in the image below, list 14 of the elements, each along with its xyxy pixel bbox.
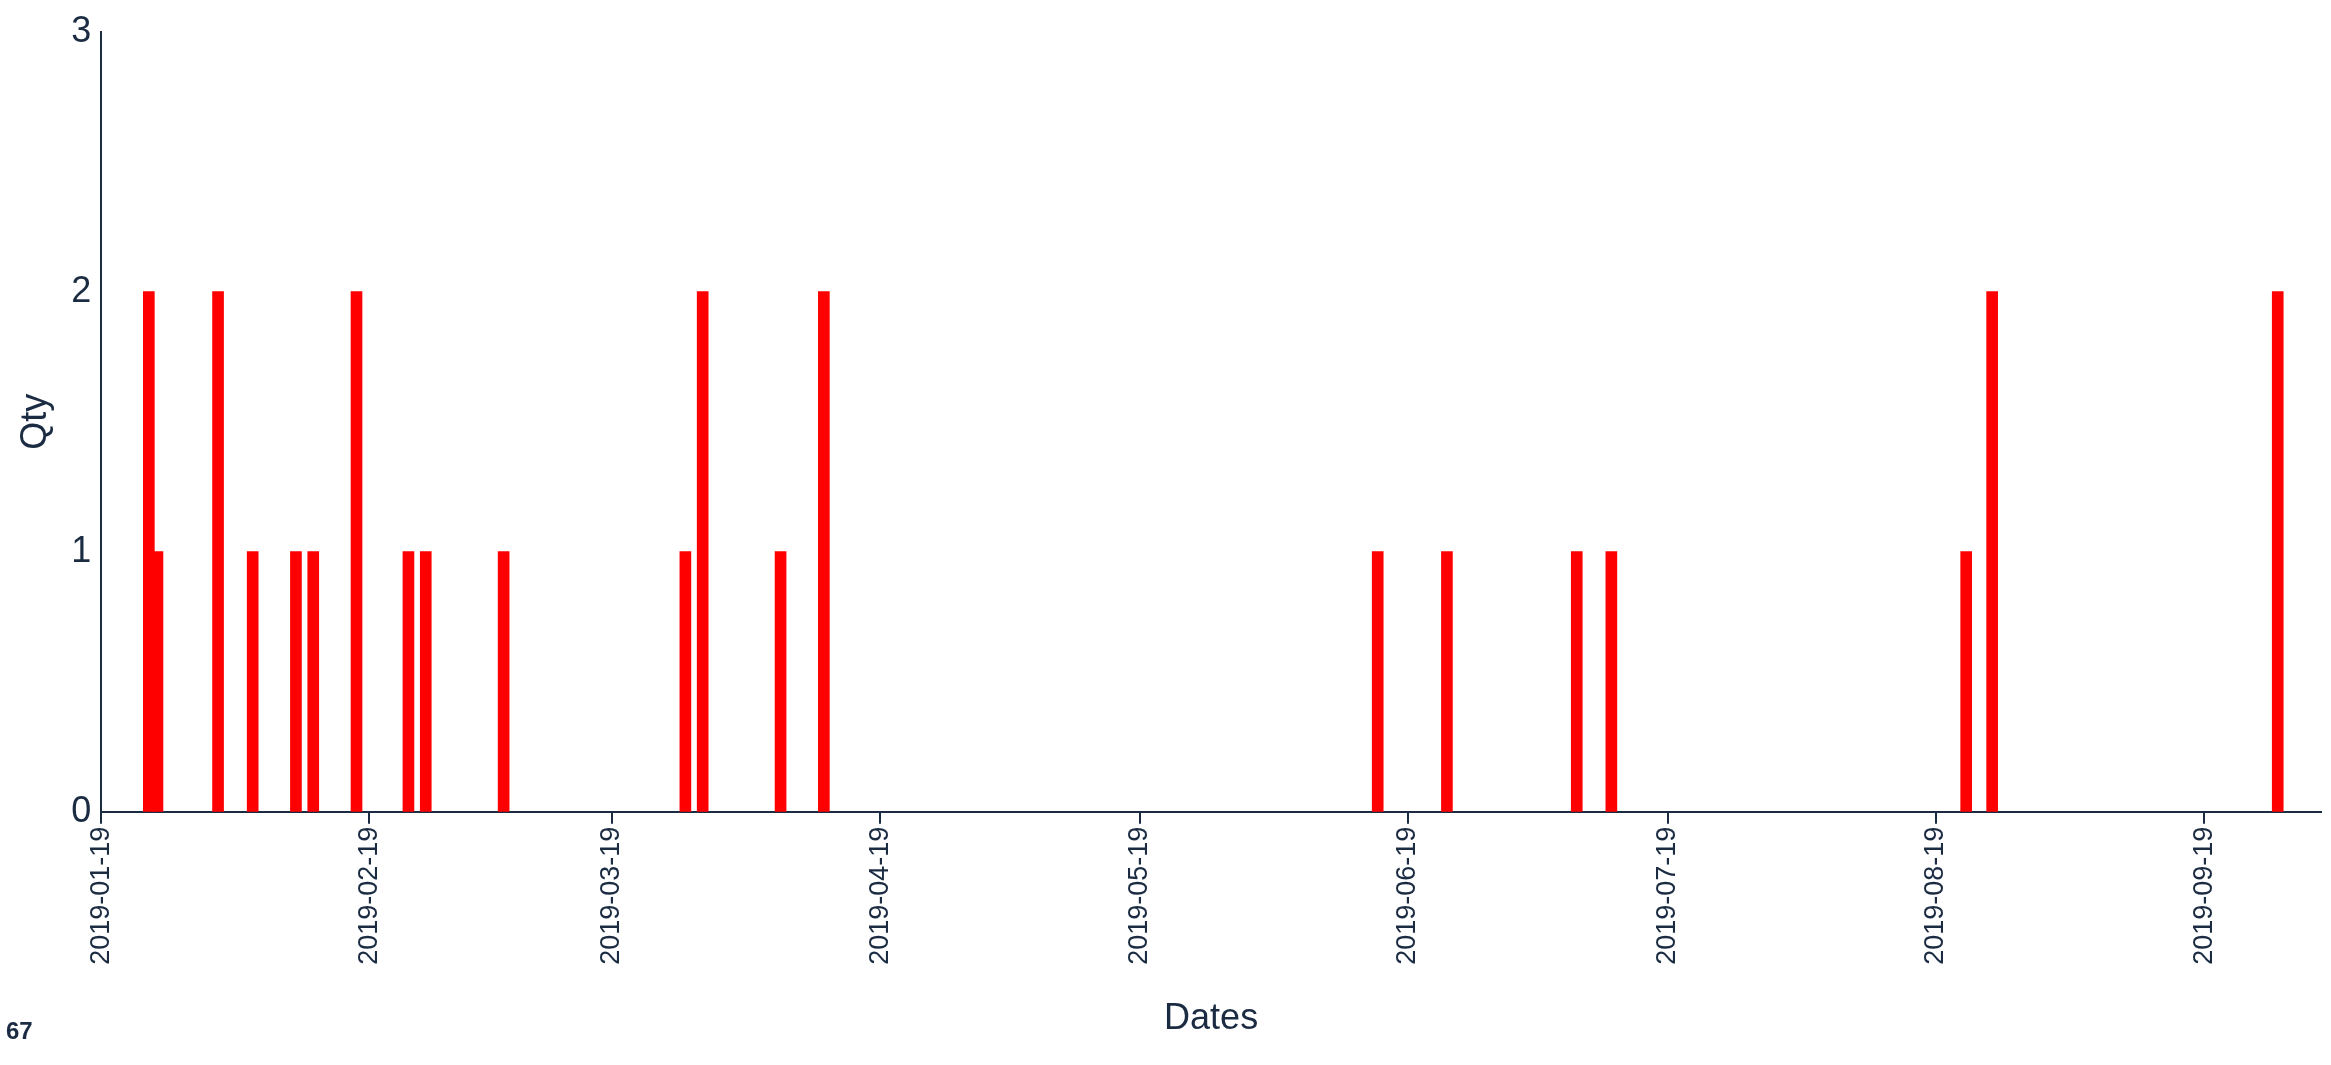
y-tick-label: 2: [71, 268, 92, 310]
x-tick-label: 2019-05-19: [1123, 826, 1154, 965]
x-tick-label: 2019-04-19: [863, 826, 894, 965]
x-tick-label: 2019-06-19: [1391, 826, 1422, 965]
x-tick-label: 2019-07-19: [1651, 826, 1682, 965]
x-tick-label: 2019-03-19: [595, 826, 626, 965]
x-tick-label: 2019-02-19: [352, 826, 383, 965]
y-tick-label: 3: [71, 8, 92, 50]
y-axis-title: Qty: [12, 393, 54, 450]
x-axis-title: Dates: [1164, 996, 1259, 1038]
x-tick-label: 2019-09-19: [2187, 826, 2218, 965]
x-tick-label: 2019-08-19: [1919, 826, 1950, 965]
text: 67: [6, 1017, 33, 1045]
y-tick-label: 1: [71, 528, 92, 570]
